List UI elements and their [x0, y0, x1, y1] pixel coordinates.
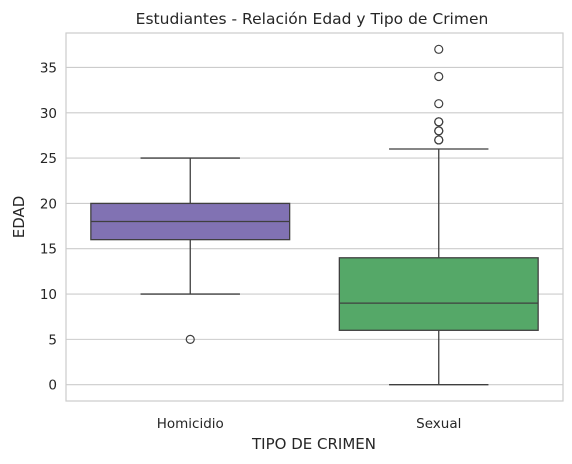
outlier-point: [434, 44, 444, 54]
y-tick-label: 5: [48, 332, 57, 348]
outlier-point: [434, 135, 444, 145]
outlier-point: [185, 334, 195, 344]
plot-frame: [65, 32, 564, 402]
axis-ticks: 0 5 10 15 20 25 30 35 Homicidio Sexual: [40, 60, 462, 432]
y-tick-label: 30: [40, 106, 57, 122]
chart-title: Estudiantes - Relación Edad y Tipo de Cr…: [136, 10, 489, 28]
y-tick-label: 25: [40, 151, 57, 167]
y-tick-label: 10: [40, 287, 57, 303]
y-axis-label: EDAD: [10, 196, 28, 239]
box-group-homicidio: [90, 157, 291, 344]
y-tick-label: 35: [40, 60, 57, 76]
box-group-sexual: [338, 44, 539, 386]
outlier-point: [434, 71, 444, 82]
x-tick-label: Homicidio: [157, 416, 224, 432]
y-tick-label: 0: [48, 378, 57, 394]
x-tick-label: Sexual: [416, 416, 461, 432]
y-tick-label: 20: [40, 196, 57, 212]
outlier-point: [434, 126, 444, 136]
outlier-point: [434, 117, 444, 127]
y-tick-label: 15: [40, 242, 57, 258]
iqr-box: [338, 257, 539, 331]
x-axis-label: TIPO DE CRIMEN: [251, 435, 376, 453]
box-series: [90, 44, 539, 386]
outlier-point: [434, 99, 444, 109]
